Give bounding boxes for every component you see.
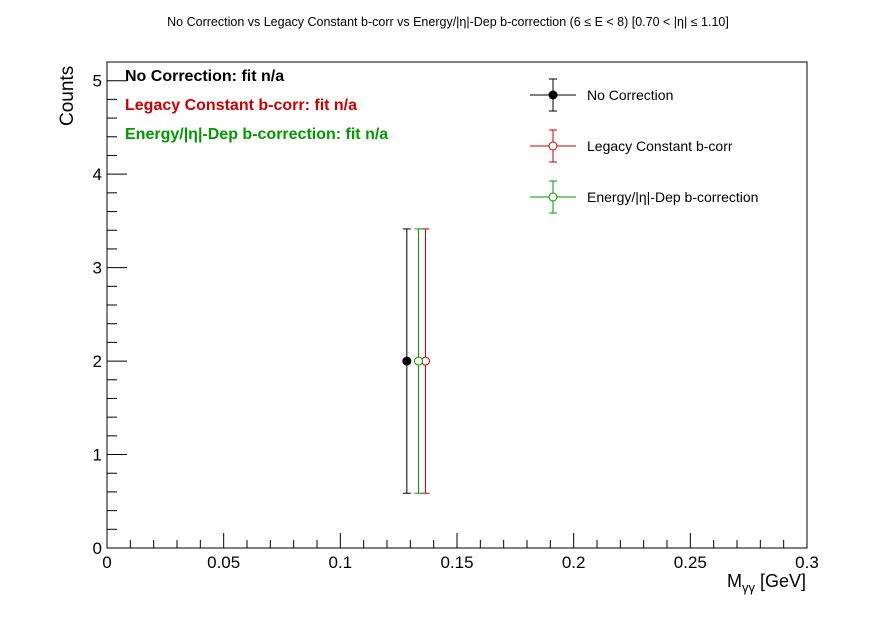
legend-marker <box>548 90 558 100</box>
y-axis-label: Counts <box>57 66 78 126</box>
x-tick-label: 0.05 <box>207 553 240 572</box>
data-point <box>402 356 412 366</box>
y-tick-label: 5 <box>93 72 102 91</box>
x-axis-label: Mγγ [GeV] <box>727 571 806 595</box>
data-point <box>414 356 423 366</box>
series-group <box>421 228 430 494</box>
x-tick-label: 0.1 <box>329 553 353 572</box>
y-tick-label: 2 <box>93 352 102 371</box>
y-tick-label: 3 <box>93 259 102 278</box>
y-tick-label: 0 <box>93 539 102 558</box>
fit-annotation: Energy/|η|-Dep b-correction: fit n/a <box>125 126 388 143</box>
fit-annotations: No Correction: fit n/a Legacy Constant b-… <box>125 68 388 143</box>
legend-label: Energy/|η|-Dep b-correction <box>587 189 758 205</box>
legend-entry: No Correction <box>530 78 673 112</box>
fit-annotation: No Correction: fit n/a <box>125 68 284 85</box>
x-tick-label: 0.15 <box>440 553 473 572</box>
y-tick-label: 1 <box>93 446 102 465</box>
legend-label: Legacy Constant b-corr <box>587 138 733 154</box>
x-tick-label: 0 <box>102 553 111 572</box>
chart-title: No Correction vs Legacy Constant b-corr … <box>167 15 729 29</box>
legend-entry: Energy/|η|-Dep b-correction <box>530 180 758 214</box>
x-tick-label: 0.2 <box>562 553 586 572</box>
x-tick-label: 0.25 <box>674 553 707 572</box>
x-tick-label: 0.3 <box>795 553 819 572</box>
legend-entry: Legacy Constant b-corr <box>530 129 733 163</box>
legend-marker <box>548 141 558 151</box>
fit-annotation: Legacy Constant b-corr: fit n/a <box>125 97 357 114</box>
x-axis: 0 0.05 0.1 0.15 0.2 0.25 0.3 <box>102 533 819 572</box>
y-tick-label: 4 <box>93 165 102 184</box>
y-axis: 0 1 2 3 4 5 <box>93 61 127 558</box>
series-group <box>402 228 412 494</box>
data-series <box>402 228 430 494</box>
series-group <box>414 228 423 494</box>
legend-marker <box>548 192 558 202</box>
legend: No Correction Legacy Constant b-corr Energ… <box>530 78 758 214</box>
legend-label: No Correction <box>587 87 673 103</box>
